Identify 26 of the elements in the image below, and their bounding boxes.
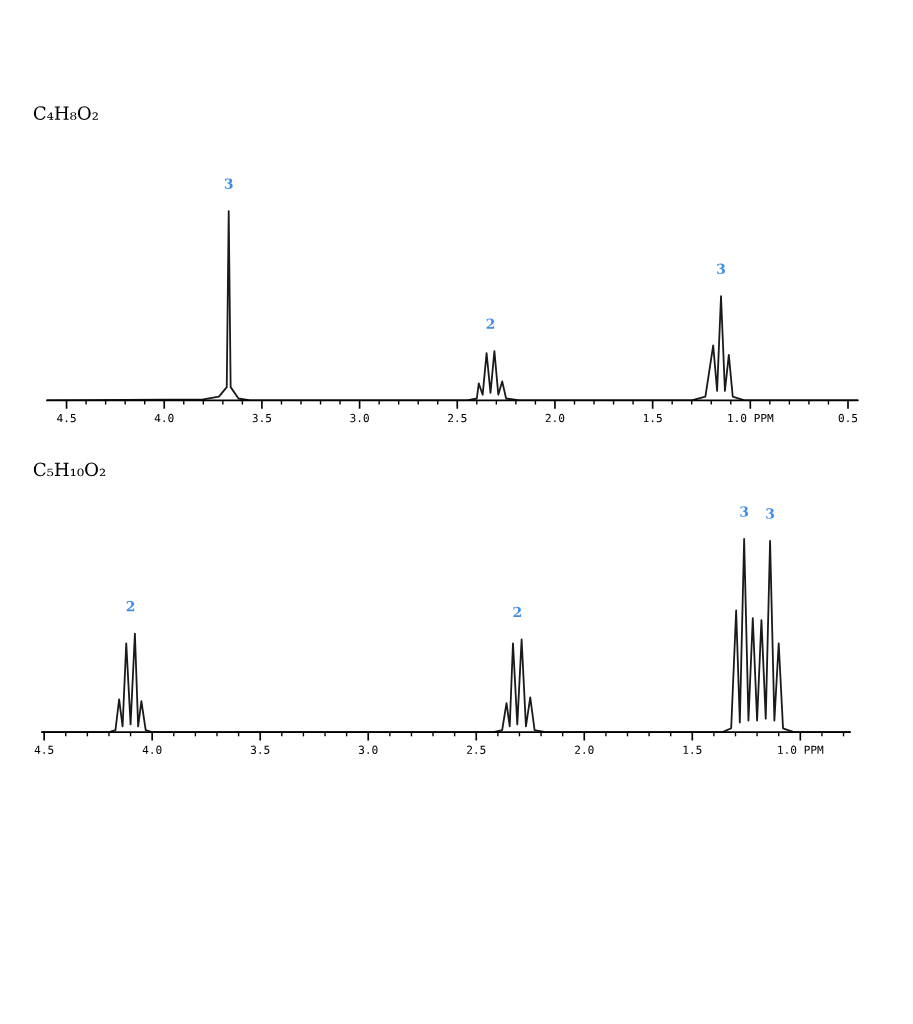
x-tick-label: 1.0 PPM — [778, 745, 824, 755]
x-tick-label: 4.5 — [57, 413, 76, 423]
annotation: 3 — [740, 506, 749, 517]
annotation: 2 — [486, 318, 495, 329]
x-tick-label: 2.5 — [467, 745, 486, 755]
annotation: 3 — [766, 508, 775, 519]
x-tick-label: 1.5 — [643, 413, 662, 423]
annotation: 2 — [513, 606, 521, 618]
x-tick-label: 2.0 — [545, 413, 565, 423]
chart-title: C₅H₁₀O₂ — [33, 462, 106, 477]
annotation: 3 — [224, 178, 233, 189]
annotation: 3 — [717, 263, 725, 275]
x-tick-label: 3.5 — [250, 745, 270, 755]
x-tick-label: 3.0 — [350, 413, 369, 423]
x-tick-label: 1.5 — [683, 745, 702, 755]
x-tick-label: 0.5 — [838, 413, 858, 423]
x-tick-label: 3.0 — [358, 745, 378, 755]
annotation: 2 — [126, 600, 135, 612]
chart-title: C₄H₈O₂ — [33, 106, 98, 120]
x-tick-label: 4.0 — [154, 413, 174, 423]
x-tick-label: 2.5 — [448, 413, 467, 423]
x-tick-label: 3.5 — [252, 413, 272, 423]
x-tick-label: 1.0 PPM — [728, 413, 774, 423]
x-tick-label: 4.0 — [142, 745, 162, 755]
x-tick-label: 4.5 — [34, 745, 54, 755]
x-tick-label: 2.0 — [575, 745, 594, 755]
